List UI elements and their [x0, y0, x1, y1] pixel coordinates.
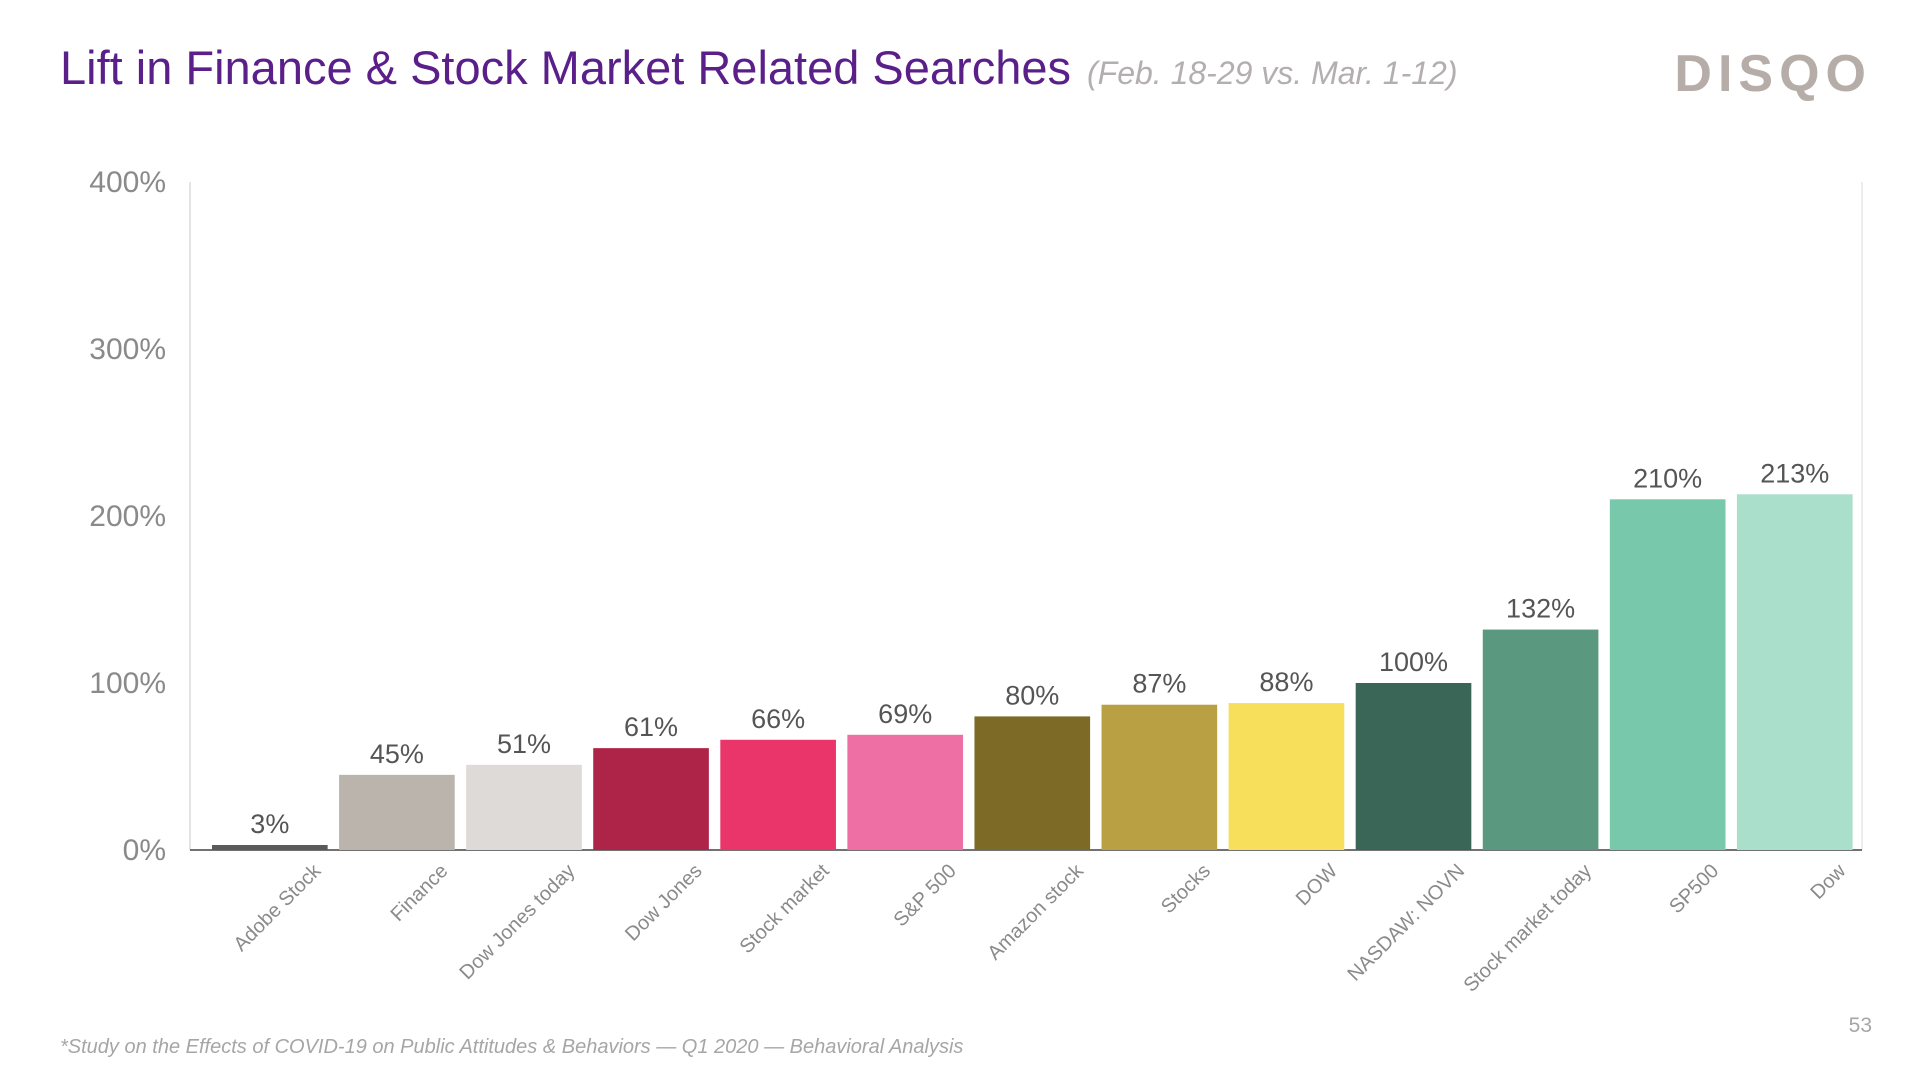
bar — [1609, 499, 1726, 850]
bar-value-label: 87% — [1132, 669, 1186, 699]
bar — [466, 764, 582, 850]
bar-value-label: 45% — [370, 739, 424, 769]
bar-value-label: 210% — [1633, 463, 1702, 493]
chart-subtitle: (Feb. 18-29 vs. Mar. 1-12) — [1086, 55, 1458, 91]
brand-logo: DISQO — [1674, 45, 1872, 103]
footnote: *Study on the Effects of COVID-19 on Pub… — [60, 1036, 964, 1058]
x-tick-label: Adobe Stock — [230, 859, 326, 955]
bar-value-label: 88% — [1259, 667, 1313, 697]
x-tick-label: Stock market — [736, 860, 834, 958]
bar — [339, 774, 455, 850]
y-tick-label: 100% — [89, 667, 166, 700]
bar — [1228, 703, 1345, 850]
x-tick-label: Dow Jones — [621, 860, 707, 946]
bar — [1736, 494, 1853, 850]
y-tick-label: 300% — [89, 333, 166, 366]
y-tick-label: 200% — [89, 500, 166, 533]
bar — [593, 748, 709, 850]
bar — [847, 734, 964, 850]
bar — [1101, 704, 1218, 850]
title-row: Lift in Finance & Stock Market Related S… — [60, 40, 1457, 110]
x-tick-label: Amazon stock — [983, 859, 1088, 964]
bar-value-label: 51% — [497, 729, 551, 759]
x-tick-label: Dow Jones today — [456, 860, 580, 984]
page-number: 53 — [1848, 1014, 1872, 1037]
x-tick-label: Stocks — [1157, 860, 1215, 918]
bar-value-label: 213% — [1760, 458, 1829, 488]
y-tick-label: 0% — [123, 834, 166, 867]
x-tick-label: DOW — [1292, 860, 1342, 910]
bar — [720, 739, 836, 850]
bar-value-label: 80% — [1005, 680, 1059, 710]
x-tick-label: Stock market today — [1460, 860, 1597, 997]
bar — [212, 844, 328, 850]
bar-value-label: 100% — [1379, 647, 1448, 677]
bar-value-label: 66% — [751, 704, 805, 734]
bar-chart: 0% 100% 200% 300% 400% 3% Adobe Stock 45% Financ… — [89, 166, 1863, 997]
chart-title: Lift in Finance & Stock Market Related S… — [60, 41, 1071, 94]
y-tick-label: 400% — [89, 166, 166, 199]
bar-value-label: 132% — [1506, 594, 1575, 624]
bar — [974, 716, 1091, 850]
x-tick-label: Dow — [1806, 860, 1850, 904]
x-tick-label: S&P 500 — [890, 860, 961, 931]
bar — [1482, 629, 1599, 850]
x-tick-label: Finance — [387, 860, 453, 926]
x-tick-label: SP500 — [1665, 860, 1723, 918]
x-tick-label: NASDAW: NOVN — [1344, 860, 1470, 986]
bar — [1355, 683, 1472, 850]
bar-value-label: 69% — [878, 699, 932, 729]
bar-value-label: 61% — [624, 712, 678, 742]
bar-value-label: 3% — [250, 809, 289, 839]
